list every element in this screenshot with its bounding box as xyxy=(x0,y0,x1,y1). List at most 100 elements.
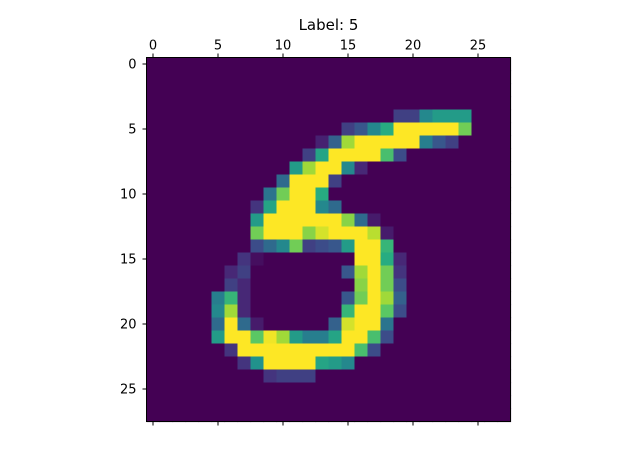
heatmap-cell xyxy=(328,174,343,189)
heatmap-cell xyxy=(497,187,512,202)
heatmap-cell xyxy=(159,382,174,397)
heatmap-cell xyxy=(263,109,278,124)
heatmap-cell xyxy=(341,135,356,150)
heatmap-cell xyxy=(146,96,161,111)
heatmap-cell xyxy=(185,96,200,111)
heatmap-cell xyxy=(289,213,304,228)
heatmap-cell xyxy=(289,96,304,111)
heatmap-cell xyxy=(185,330,200,345)
heatmap-cell xyxy=(224,356,239,371)
heatmap-cell xyxy=(406,200,421,215)
heatmap-cell xyxy=(458,356,473,371)
heatmap-cell xyxy=(419,226,434,241)
heatmap-cell xyxy=(354,252,369,267)
heatmap-cell xyxy=(445,109,460,124)
heatmap-cell xyxy=(263,265,278,280)
heatmap-cell xyxy=(237,304,252,319)
heatmap-cell xyxy=(328,356,343,371)
heatmap-cell xyxy=(380,395,395,410)
heatmap-cell xyxy=(185,369,200,384)
x-tick-label: 5 xyxy=(214,39,222,54)
heatmap-cell xyxy=(458,83,473,98)
heatmap-cell xyxy=(302,317,317,332)
heatmap-cell xyxy=(497,343,512,358)
heatmap-cell xyxy=(445,408,460,423)
heatmap-cell xyxy=(471,382,486,397)
heatmap-cell xyxy=(367,252,382,267)
heatmap-cell xyxy=(354,382,369,397)
heatmap-cell xyxy=(289,395,304,410)
heatmap-cell xyxy=(250,161,265,176)
heatmap-cell xyxy=(328,187,343,202)
heatmap-cell xyxy=(289,109,304,124)
heatmap-cell xyxy=(393,369,408,384)
heatmap-cell xyxy=(393,265,408,280)
heatmap-cell xyxy=(211,96,226,111)
heatmap-cell xyxy=(458,161,473,176)
heatmap-cell xyxy=(315,57,330,72)
heatmap-cell xyxy=(315,83,330,98)
heatmap-cell xyxy=(211,239,226,254)
heatmap-cell xyxy=(237,278,252,293)
heatmap-cell xyxy=(367,135,382,150)
heatmap-cells xyxy=(146,57,512,423)
heatmap-cell xyxy=(380,239,395,254)
heatmap-cell xyxy=(484,187,499,202)
heatmap-cell xyxy=(276,278,291,293)
heatmap-cell xyxy=(185,317,200,332)
heatmap-cell xyxy=(380,382,395,397)
heatmap-cell xyxy=(237,83,252,98)
heatmap-cell xyxy=(159,122,174,137)
heatmap-cell xyxy=(159,148,174,163)
heatmap-cell xyxy=(146,122,161,137)
heatmap-cell xyxy=(211,278,226,293)
heatmap-cell xyxy=(497,278,512,293)
heatmap-cell xyxy=(172,265,187,280)
heatmap-cell xyxy=(432,226,447,241)
heatmap-cell xyxy=(172,83,187,98)
heatmap-cell xyxy=(432,304,447,319)
heatmap-cell xyxy=(419,57,434,72)
heatmap-cell xyxy=(354,135,369,150)
heatmap-cell xyxy=(263,369,278,384)
heatmap-cell xyxy=(198,83,213,98)
heatmap-cell xyxy=(341,174,356,189)
heatmap-cell xyxy=(289,161,304,176)
heatmap-cell xyxy=(419,278,434,293)
heatmap-cell xyxy=(367,148,382,163)
heatmap-cell xyxy=(367,122,382,137)
heatmap-cell xyxy=(406,187,421,202)
heatmap-cell xyxy=(250,70,265,85)
heatmap-cell xyxy=(445,148,460,163)
heatmap-cell xyxy=(497,291,512,306)
heatmap-cell xyxy=(406,304,421,319)
heatmap-cell xyxy=(328,317,343,332)
plot-frame xyxy=(146,57,511,422)
heatmap-cell xyxy=(367,109,382,124)
heatmap-cell xyxy=(237,70,252,85)
heatmap-cell xyxy=(276,343,291,358)
heatmap-cell xyxy=(315,330,330,345)
heatmap-cell xyxy=(250,382,265,397)
heatmap-cell xyxy=(159,213,174,228)
heatmap-cell xyxy=(406,239,421,254)
heatmap-cell xyxy=(497,265,512,280)
heatmap-cell xyxy=(497,317,512,332)
heatmap-cell xyxy=(393,330,408,345)
heatmap-cell xyxy=(146,317,161,332)
heatmap-cell xyxy=(393,57,408,72)
heatmap-cell xyxy=(224,213,239,228)
heatmap-cell xyxy=(146,239,161,254)
heatmap-cell xyxy=(250,96,265,111)
heatmap-cell xyxy=(458,343,473,358)
heatmap-cell xyxy=(367,200,382,215)
heatmap-cell xyxy=(198,161,213,176)
heatmap-cell xyxy=(224,148,239,163)
heatmap-cell xyxy=(419,291,434,306)
heatmap-cell xyxy=(263,382,278,397)
heatmap-cell xyxy=(445,161,460,176)
heatmap-cell xyxy=(419,70,434,85)
heatmap-cell xyxy=(432,200,447,215)
heatmap-cell xyxy=(198,304,213,319)
heatmap-cell xyxy=(393,304,408,319)
